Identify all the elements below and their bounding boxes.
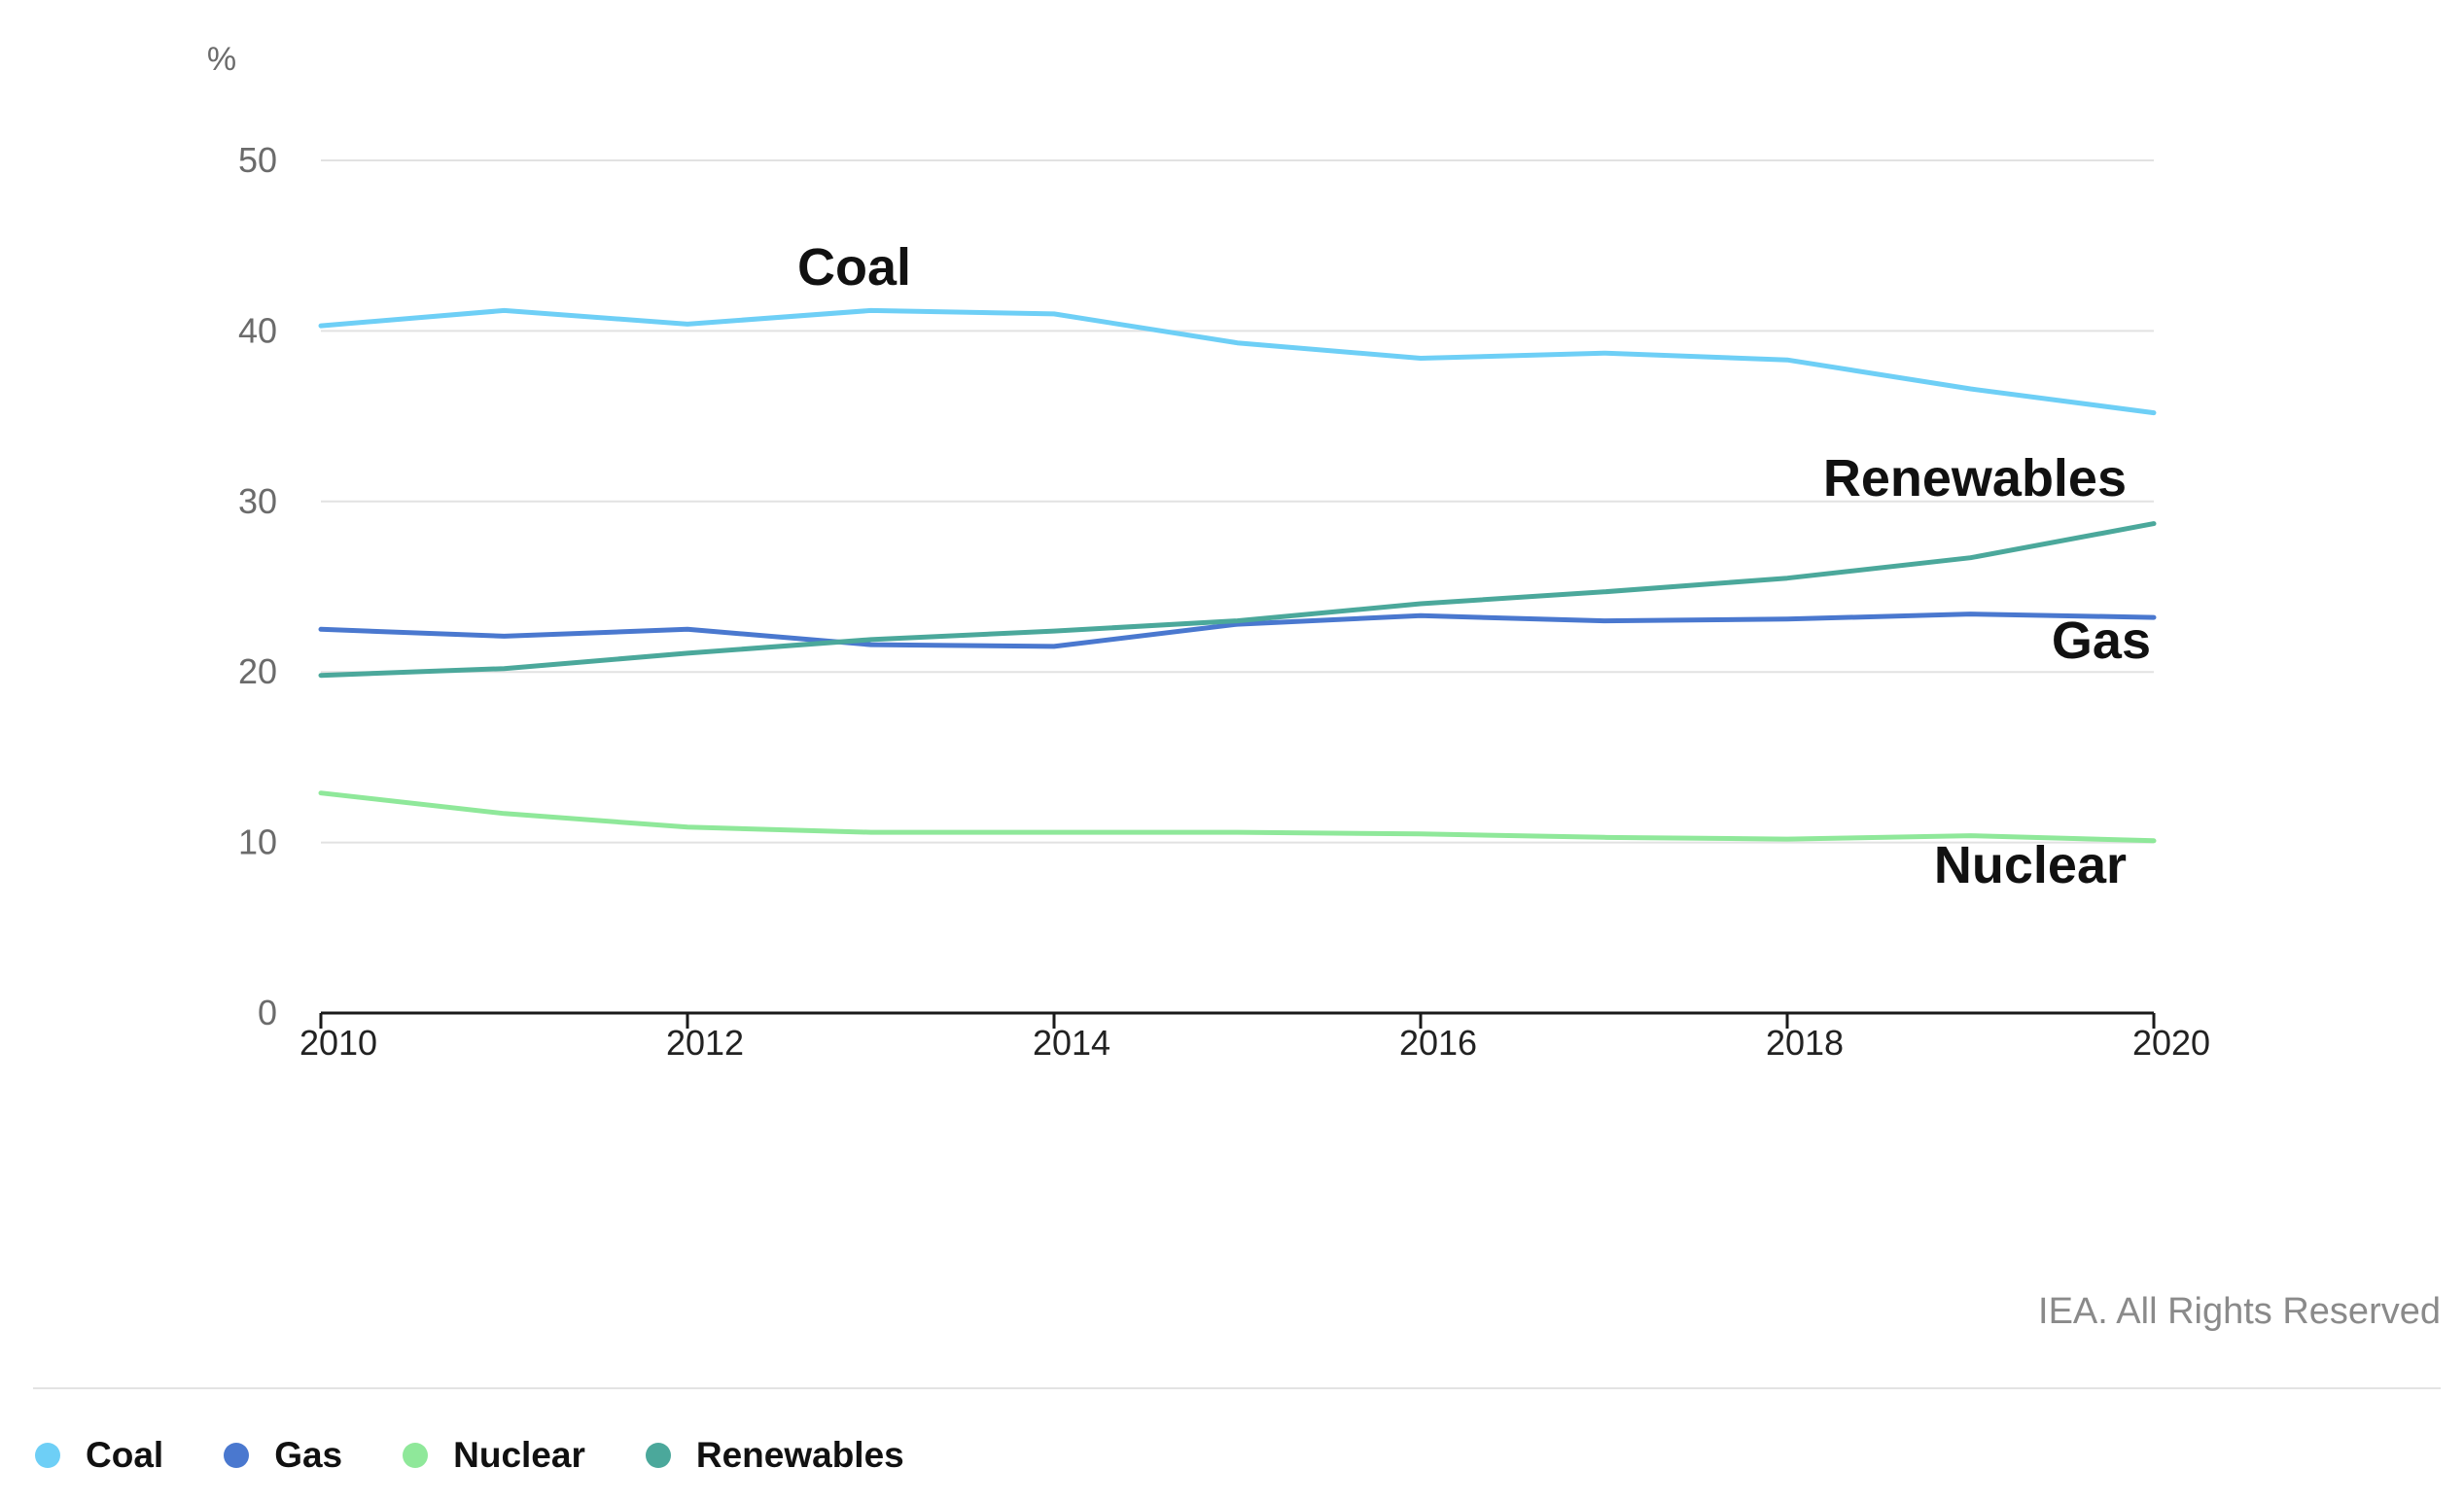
credit-text: IEA. All Rights Reserved	[2038, 1291, 2441, 1332]
gas-legend-dot-icon	[224, 1443, 250, 1468]
renewables-legend-dot-icon	[645, 1443, 671, 1468]
gas-series-label: Gas	[2052, 612, 2151, 670]
legend-label-coal: Coal	[86, 1435, 164, 1475]
coal-legend-dot-icon	[35, 1443, 60, 1468]
x-tick-label: 2014	[1033, 1023, 1110, 1063]
legend-item-gas[interactable]: Gas	[224, 1435, 342, 1476]
y-tick-label: 20	[238, 651, 277, 691]
x-tick-label: 2012	[666, 1023, 744, 1063]
y-tick-label: 40	[238, 310, 277, 350]
series-lines	[318, 307, 2157, 844]
line-chart: % 0 10 20 30 40 50 2010 2012 2014 2016 2018 2020 C…	[207, 41, 2210, 1063]
gridlines: 0 10 20 30 40 50	[238, 140, 2154, 1032]
coal-series-line	[318, 307, 2157, 416]
x-axis: 2010 2012 2014 2016 2018 2020	[299, 1011, 2210, 1063]
y-tick-label: 50	[238, 140, 277, 180]
coal-series-label: Coal	[797, 238, 911, 297]
gas-series-line	[318, 612, 2157, 649]
y-unit-label: %	[207, 41, 236, 78]
y-tick-label: 30	[238, 481, 277, 521]
legend-label-nuclear: Nuclear	[453, 1435, 585, 1475]
legend-item-renewables[interactable]: Renewables	[645, 1435, 904, 1476]
y-tick-label: 10	[238, 822, 277, 862]
x-tick-label: 2020	[2132, 1023, 2210, 1063]
x-tick-label: 2018	[1766, 1023, 1844, 1063]
renewables-series-line	[318, 521, 2157, 679]
renewables-series-label: Renewables	[1823, 449, 2127, 507]
nuclear-legend-dot-icon	[403, 1443, 429, 1468]
nuclear-series-label: Nuclear	[1934, 836, 2127, 894]
legend-label-gas: Gas	[274, 1435, 343, 1475]
x-tick-label: 2010	[299, 1023, 377, 1063]
legend: Coal Gas Nuclear Renewables	[35, 1435, 965, 1476]
y-tick-label: 0	[258, 993, 277, 1032]
legend-item-coal[interactable]: Coal	[35, 1435, 163, 1476]
nuclear-series-line	[318, 790, 2157, 844]
x-tick-label: 2016	[1399, 1023, 1477, 1063]
legend-item-nuclear[interactable]: Nuclear	[403, 1435, 585, 1476]
legend-label-renewables: Renewables	[695, 1435, 904, 1475]
legend-divider	[33, 1387, 2441, 1389]
